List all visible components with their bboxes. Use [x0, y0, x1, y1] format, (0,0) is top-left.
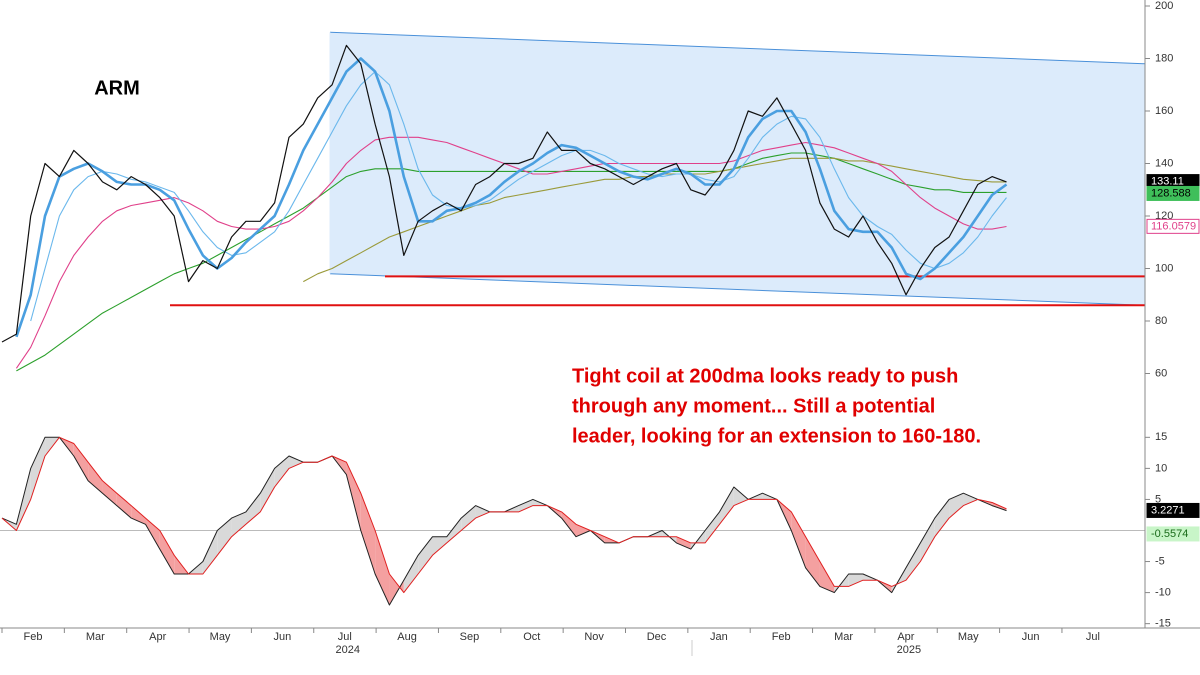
y-tick-label: 5: [1155, 493, 1161, 505]
y-tick-label: 100: [1155, 262, 1173, 274]
macd-fill: [949, 493, 964, 519]
macd-fill: [217, 518, 232, 556]
macd-fill: [461, 505, 476, 531]
x-tick-label: Oct: [523, 631, 540, 643]
macd-fill: [102, 480, 117, 506]
macd-fill: [116, 493, 132, 519]
x-tick-label: Feb: [24, 631, 43, 643]
x-tick-label: Sep: [460, 631, 480, 643]
x-tick-label: Jun: [1022, 631, 1040, 643]
annotation: through any moment... Still a potential: [572, 395, 935, 417]
x-tick-label: Aug: [397, 631, 417, 643]
annotation: leader, looking for an extension to 160-…: [572, 425, 981, 447]
value-badge-label: -0.5574: [1151, 528, 1188, 540]
y-tick-label: -5: [1155, 555, 1165, 567]
y-tick-label: 80: [1155, 315, 1167, 327]
macd-fill: [934, 499, 950, 537]
value-badge: [1146, 526, 1200, 542]
macd-fill: [418, 536, 433, 574]
x-tick-label: Mar: [834, 631, 853, 643]
price-line: [16, 152, 1007, 372]
year-label: 2025: [897, 644, 921, 656]
macd-fill: [360, 493, 376, 574]
x-tick-label: Jun: [274, 631, 292, 643]
macd-fill: [906, 542, 921, 581]
value-badge: [1146, 218, 1200, 234]
macd-fill: [446, 518, 462, 543]
value-badge-label: 116.0579: [1151, 220, 1196, 232]
x-tick-label: May: [210, 631, 231, 643]
macd-fill: [920, 518, 935, 562]
year-label: 2024: [336, 644, 360, 656]
x-tick-label: Jul: [338, 631, 352, 643]
y-tick-label: 180: [1155, 52, 1173, 64]
macd-fill: [834, 573, 849, 593]
macd-fill: [403, 555, 419, 593]
macd-fill: [819, 561, 835, 593]
y-tick-label: 15: [1155, 431, 1167, 443]
macd-fill: [202, 530, 218, 574]
macd-fill: [791, 511, 806, 568]
macd-fill: [518, 499, 533, 512]
macd-fill: [346, 462, 361, 531]
price-line: [15, 57, 1008, 338]
value-badge-label: 133.11: [1151, 175, 1184, 187]
macd-fill: [245, 493, 261, 525]
y-tick-label: 10: [1155, 462, 1167, 474]
macd-fill: [260, 468, 275, 512]
value-badge-label: 3.2271: [1151, 504, 1185, 516]
x-tick-label: Mar: [86, 631, 105, 643]
macd-fill: [375, 530, 390, 606]
macd-fill: [389, 573, 404, 606]
macd-fill: [145, 518, 160, 550]
y-tick-label: -15: [1155, 618, 1171, 630]
channel-fill: [330, 32, 1145, 306]
x-tick-label: Feb: [772, 631, 791, 643]
macd-fill: [231, 511, 246, 537]
macd-fill: [73, 443, 89, 481]
price-line: [30, 71, 1007, 322]
y-tick-label: 140: [1155, 157, 1173, 169]
macd-fill: [274, 455, 289, 488]
macd-fill: [561, 511, 576, 537]
macd-fill: [432, 536, 447, 556]
macd-fill: [733, 487, 749, 506]
x-tick-label: Jul: [1086, 631, 1100, 643]
x-tick-label: Dec: [647, 631, 667, 643]
macd-line: [1, 436, 1007, 594]
chart-title: ARM: [94, 77, 140, 99]
y-tick-label: 60: [1155, 367, 1167, 379]
y-tick-label: 160: [1155, 105, 1173, 117]
x-tick-label: May: [958, 631, 979, 643]
macd-fill: [131, 505, 146, 525]
macd-fill: [159, 530, 175, 574]
channel-lower: [329, 273, 1146, 306]
value-badge: [1146, 502, 1200, 518]
channel-upper: [329, 31, 1146, 65]
macd-fill: [963, 493, 978, 506]
macd-fill: [289, 455, 304, 469]
macd-fill: [676, 536, 691, 550]
macd-fill: [705, 511, 720, 543]
macd-fill: [848, 573, 863, 587]
macd-fill: [88, 462, 103, 494]
macd-fill: [719, 487, 734, 525]
y-tick-label: -10: [1155, 587, 1171, 599]
macd-fill: [576, 524, 591, 537]
annotation: Tight coil at 200dma looks ready to push: [572, 365, 958, 387]
macd-fill: [30, 437, 46, 500]
value-badge-label: 128.588: [1151, 187, 1191, 199]
x-tick-label: Jan: [710, 631, 728, 643]
price-line: [15, 136, 1007, 369]
macd-fill: [805, 536, 820, 587]
value-badge: [1146, 185, 1200, 201]
x-tick-label: Apr: [897, 631, 914, 643]
y-tick-label: 200: [1155, 0, 1173, 12]
macd-fill: [475, 505, 490, 519]
price-line: [1, 44, 1007, 343]
x-tick-label: Apr: [149, 631, 166, 643]
x-tick-label: Nov: [584, 631, 604, 643]
